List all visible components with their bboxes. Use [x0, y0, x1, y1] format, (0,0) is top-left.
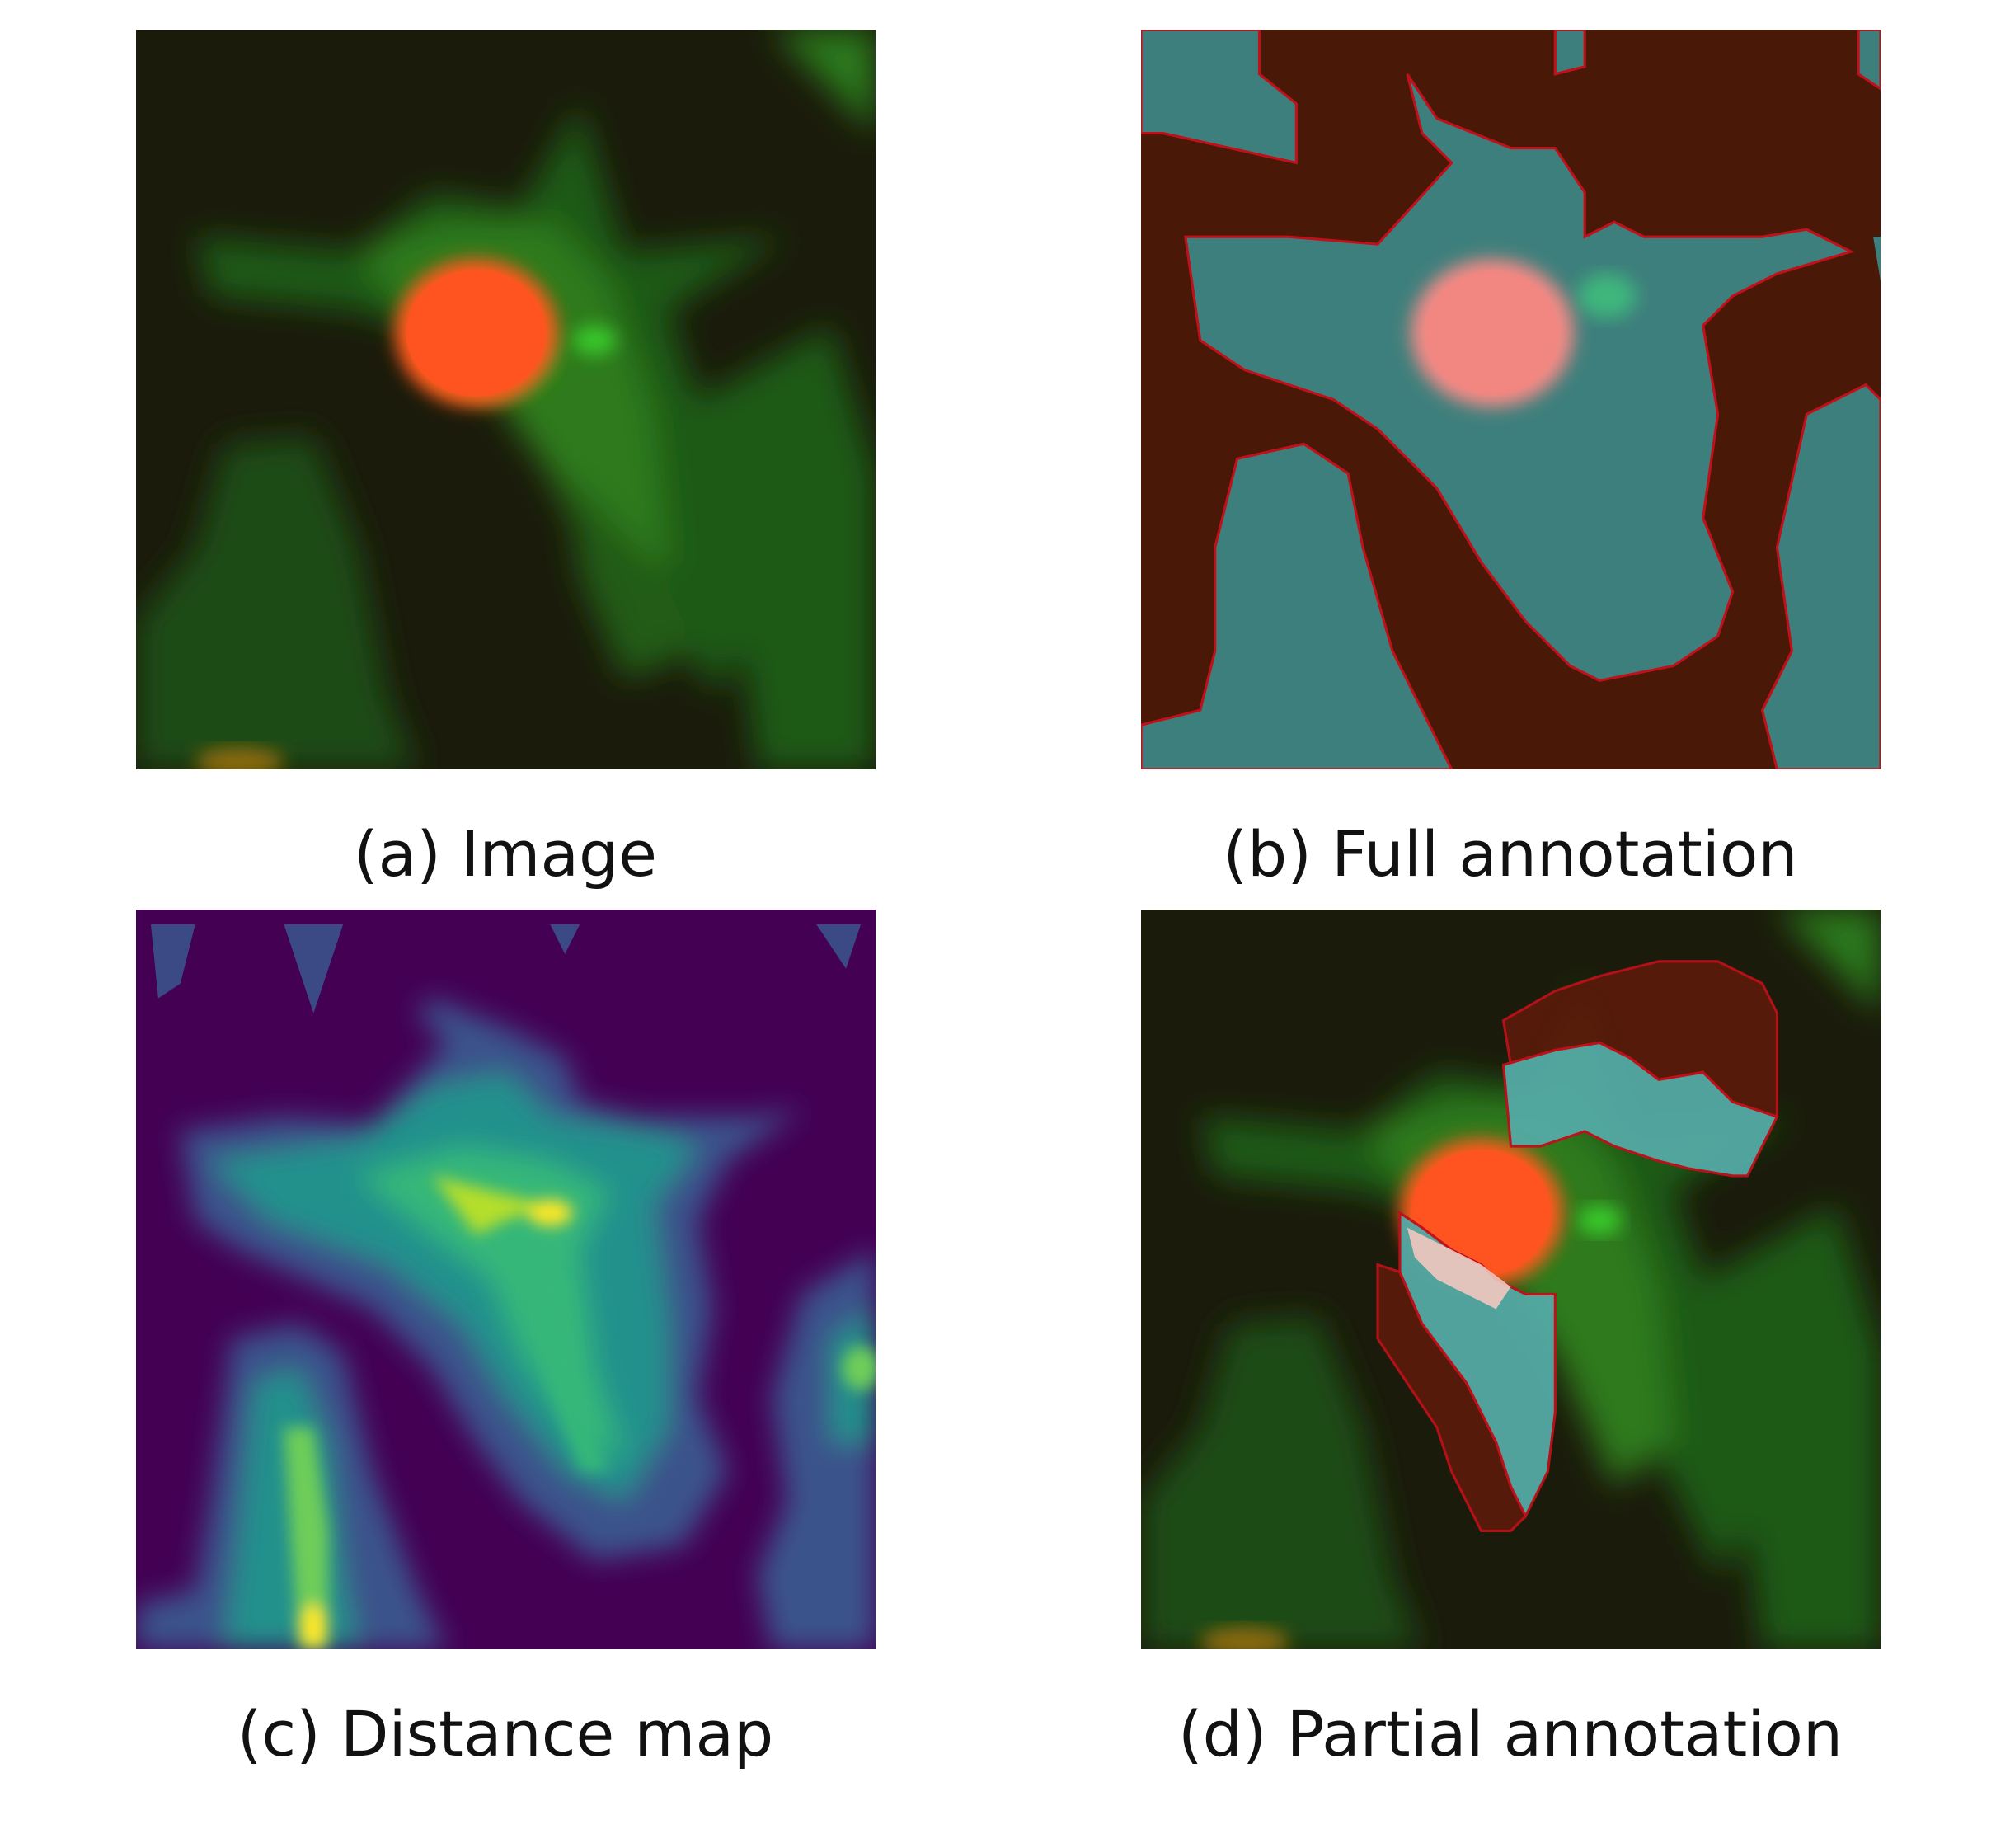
full-annotation-panel — [1141, 30, 1881, 769]
distance-map-panel — [136, 910, 876, 1649]
caption-distance-map: (c) Distance map — [237, 1697, 774, 1770]
full-annotation-mask — [1141, 30, 1881, 769]
caption-image: (a) Image — [353, 817, 658, 891]
fluorescence-image — [136, 30, 876, 769]
partial-annotation-panel — [1141, 910, 1881, 1649]
image-panel — [136, 30, 876, 769]
distance-map-heatmap — [136, 910, 876, 1649]
caption-partial-annotation: (d) Partial annotation — [1177, 1697, 1843, 1770]
caption-full-annotation: (b) Full annotation — [1223, 817, 1798, 891]
partial-annotation-image — [1141, 910, 1881, 1649]
